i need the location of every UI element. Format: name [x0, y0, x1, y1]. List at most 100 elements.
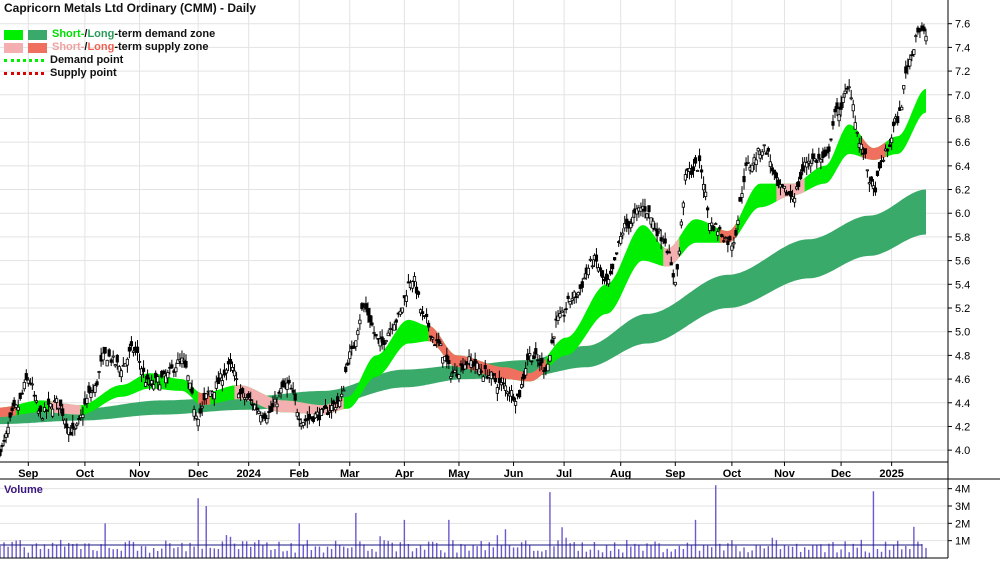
price-bar-body — [311, 416, 315, 422]
price-bar-body — [912, 49, 916, 55]
price-bar-body — [71, 422, 75, 429]
volume-bar — [634, 543, 636, 558]
volume-bar — [427, 541, 430, 558]
volume-bar — [840, 549, 842, 558]
price-bar-body — [797, 181, 801, 188]
price-bar-body — [611, 263, 615, 270]
price-bar-body — [845, 87, 849, 90]
volume-bar — [662, 552, 664, 558]
price-bar-body — [851, 104, 855, 112]
price-bar-body — [368, 315, 372, 323]
price-bar-body — [182, 359, 186, 362]
volume-bar — [480, 540, 482, 558]
volume-bar — [108, 547, 110, 558]
price-bar-body — [669, 262, 673, 266]
price-bar-body — [2, 439, 6, 442]
price-bar-body — [73, 427, 77, 430]
price-bar-body — [799, 171, 803, 180]
volume-bar — [682, 549, 685, 558]
volume-bar — [7, 546, 9, 558]
price-bar-body — [645, 213, 649, 219]
volume-bar — [771, 537, 774, 558]
price-bar-body — [657, 228, 661, 232]
price-tick-label: 5.0 — [955, 327, 970, 339]
volume-bar — [193, 546, 195, 558]
price-bar-body — [127, 346, 131, 352]
time-tick-label: Jun — [504, 468, 524, 480]
volume-bar — [35, 543, 38, 558]
volume-bar — [787, 545, 790, 558]
price-bar-body — [841, 96, 845, 103]
price-bar-body — [356, 330, 360, 336]
legend-long-supply-label: Long — [87, 41, 115, 53]
price-bar-body — [679, 221, 683, 226]
volume-bar — [448, 519, 450, 558]
price-tick-label: 4.4 — [955, 398, 970, 410]
price-bar-body — [69, 431, 73, 436]
price-bar-body — [483, 365, 487, 370]
volume-bar — [832, 541, 834, 558]
legend-supply-point: Supply point — [4, 67, 215, 80]
time-tick-labels: Sep Oct Nov Dec 2024 Feb Mar Apr May Jun Jul Aug Sep… — [18, 462, 904, 480]
price-bar-body — [572, 291, 576, 298]
volume-bar — [702, 545, 705, 558]
price-bar-body — [174, 367, 178, 373]
volume-bar — [270, 549, 272, 558]
price-bar-body — [693, 157, 698, 164]
legend-supply-zone-text: -term supply zone — [114, 41, 209, 53]
price-bar-body — [772, 169, 776, 175]
volume-bar — [500, 545, 503, 558]
price-bar-body — [774, 172, 778, 179]
price-bar-body — [558, 313, 562, 318]
volume-bar — [698, 550, 701, 558]
volume-bar — [577, 550, 579, 558]
volume-bar — [262, 544, 264, 558]
volume-bar — [884, 541, 887, 558]
price-bar-body — [530, 360, 534, 363]
volume-bar — [593, 542, 596, 558]
price-bar-body — [342, 389, 346, 392]
price-bar-body — [433, 344, 437, 347]
price-bar-body — [119, 370, 123, 378]
volume-bar — [589, 549, 592, 558]
volume-bar — [254, 542, 256, 558]
price-bar-body — [12, 399, 16, 407]
volume-bar — [209, 547, 211, 558]
price-bar-body — [115, 354, 119, 363]
volume-bar — [11, 541, 13, 558]
price-bar-body — [425, 313, 429, 318]
price-bar-body — [36, 410, 41, 414]
price-bar-body — [900, 106, 904, 111]
volume-bar — [743, 547, 745, 558]
volume-bar — [905, 545, 907, 558]
volume-bar — [431, 541, 434, 558]
price-bar-body — [663, 238, 667, 244]
price-bar-body — [184, 361, 188, 368]
volume-bar — [298, 523, 300, 558]
price-bar-body — [479, 370, 483, 373]
time-tick-label: Feb — [289, 468, 309, 480]
price-bar-body — [695, 169, 700, 172]
legend-long-label: Long — [87, 28, 115, 40]
price-bar-body — [837, 114, 841, 122]
price-bar-body — [673, 281, 677, 286]
volume-bar — [626, 539, 628, 558]
volume-bar — [43, 544, 46, 558]
volume-bar — [55, 545, 58, 558]
volume-bar — [96, 550, 98, 558]
price-bar-body — [348, 351, 352, 360]
long-term-demand-zone — [0, 189, 926, 425]
volume-bar — [524, 540, 527, 558]
price-bar-body — [528, 353, 532, 357]
legend-demand-zone: Short- / Long -term demand zone — [4, 28, 215, 41]
volume-bar — [173, 548, 175, 558]
price-bar-body — [374, 333, 378, 337]
price-bar-body — [398, 310, 402, 315]
price-bar-body — [631, 216, 635, 224]
volume-bars — [0, 485, 927, 558]
price-tick-label: 5.6 — [955, 256, 970, 268]
price-bar-body — [218, 373, 222, 379]
price-bar-body — [46, 398, 51, 405]
time-tick-label: Aug — [610, 468, 631, 480]
volume-bar — [650, 545, 652, 558]
